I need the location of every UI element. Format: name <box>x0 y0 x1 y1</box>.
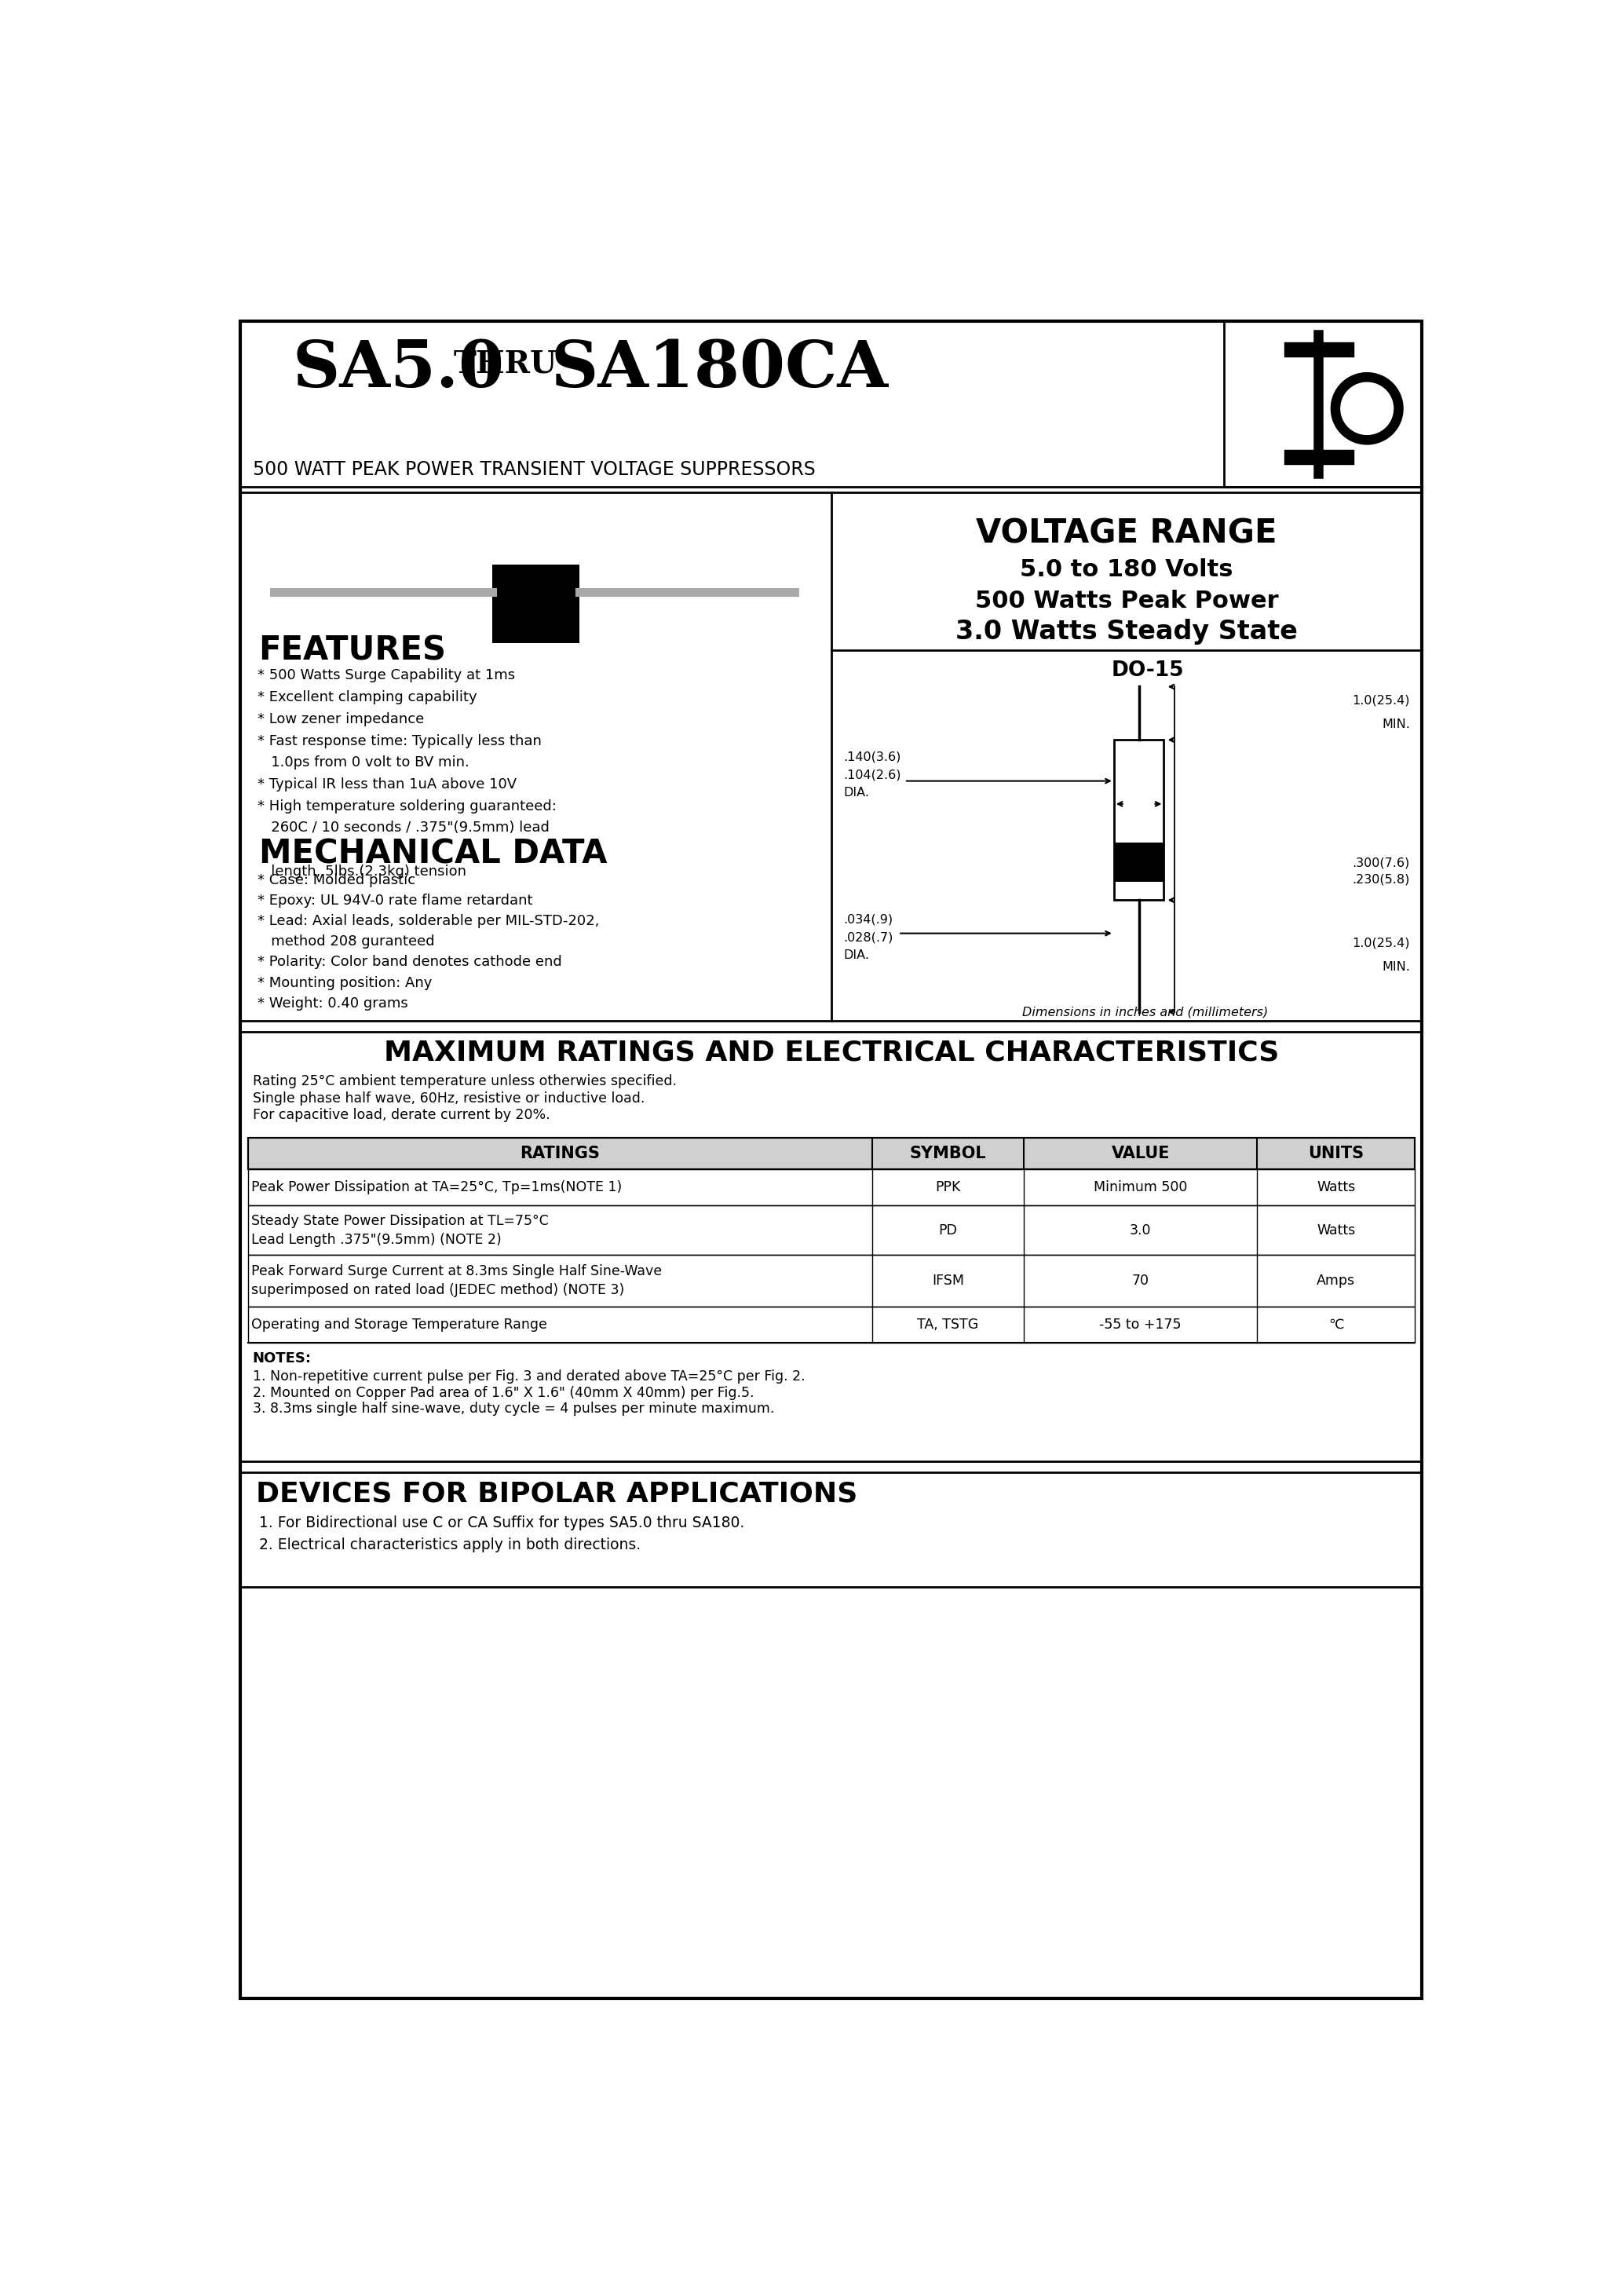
Bar <box>240 1031 1422 1460</box>
Bar <box>248 1139 1414 1169</box>
Text: RATINGS: RATINGS <box>521 1146 600 1162</box>
Text: UNITS: UNITS <box>1307 1146 1364 1162</box>
Text: * Epoxy: UL 94V-0 rate flame retardant: * Epoxy: UL 94V-0 rate flame retardant <box>258 893 532 907</box>
Text: 500 Watts Peak Power: 500 Watts Peak Power <box>975 590 1278 613</box>
Text: 500 WATT PEAK POWER TRANSIENT VOLTAGE SUPPRESSORS: 500 WATT PEAK POWER TRANSIENT VOLTAGE SU… <box>253 459 816 480</box>
Bar <box>248 1205 1414 1256</box>
Text: .028(.7): .028(.7) <box>843 932 894 944</box>
Bar <box>1114 739 1165 900</box>
Bar <box>248 1139 1414 1169</box>
Text: Dimensions in inches and (millimeters): Dimensions in inches and (millimeters) <box>1022 1006 1268 1017</box>
Text: * Fast response time: Typically less than: * Fast response time: Typically less tha… <box>258 735 542 748</box>
Text: .140(3.6): .140(3.6) <box>843 751 902 762</box>
Bar <box>491 565 579 643</box>
Text: 3.0 Watts Steady State: 3.0 Watts Steady State <box>955 620 1298 645</box>
Text: * Excellent clamping capability: * Excellent clamping capability <box>258 691 477 705</box>
Text: Amps: Amps <box>1317 1274 1356 1288</box>
Text: PD: PD <box>939 1224 957 1238</box>
Text: 2. Mounted on Copper Pad area of 1.6" X 1.6" (40mm X 40mm) per Fig.5.: 2. Mounted on Copper Pad area of 1.6" X … <box>253 1384 754 1401</box>
Text: * Mounting position: Any: * Mounting position: Any <box>258 976 431 990</box>
Text: For capacitive load, derate current by 20%.: For capacitive load, derate current by 2… <box>253 1109 550 1123</box>
Text: MIN.: MIN. <box>1382 719 1410 730</box>
Text: 260C / 10 seconds / .375"(9.5mm) lead: 260C / 10 seconds / .375"(9.5mm) lead <box>258 822 550 836</box>
Text: .300(7.6): .300(7.6) <box>1353 856 1410 868</box>
Text: SYMBOL: SYMBOL <box>910 1146 986 1162</box>
Text: THRU: THRU <box>454 349 556 379</box>
Text: SA180CA: SA180CA <box>551 338 889 400</box>
Text: DEVICES FOR BIPOLAR APPLICATIONS: DEVICES FOR BIPOLAR APPLICATIONS <box>256 1481 858 1506</box>
Text: Watts: Watts <box>1317 1224 1356 1238</box>
Text: DIA.: DIA. <box>843 951 869 962</box>
Text: 1.0(25.4): 1.0(25.4) <box>1353 693 1410 705</box>
Text: FEATURES: FEATURES <box>260 634 446 668</box>
Text: SA5.0: SA5.0 <box>292 338 504 400</box>
Text: 5.0 to 180 Volts: 5.0 to 180 Volts <box>1020 558 1233 581</box>
Text: Operating and Storage Temperature Range: Operating and Storage Temperature Range <box>251 1318 547 1332</box>
Text: DIA.: DIA. <box>843 788 869 799</box>
Text: VOLTAGE RANGE: VOLTAGE RANGE <box>976 517 1277 551</box>
Text: * High temperature soldering guaranteed:: * High temperature soldering guaranteed: <box>258 799 556 813</box>
Text: 70: 70 <box>1132 1274 1148 1288</box>
Bar <box>248 1256 1414 1306</box>
Bar <box>240 491 1422 1022</box>
Text: IFSM: IFSM <box>933 1274 963 1288</box>
Text: .034(.9): .034(.9) <box>843 914 894 925</box>
Text: 1.0(25.4): 1.0(25.4) <box>1353 937 1410 948</box>
Text: 1. For Bidirectional use C or CA Suffix for types SA5.0 thru SA180.: 1. For Bidirectional use C or CA Suffix … <box>260 1515 744 1531</box>
Text: Watts: Watts <box>1317 1180 1356 1194</box>
Text: Minimum 500: Minimum 500 <box>1093 1180 1187 1194</box>
Bar <box>240 321 1422 487</box>
Text: Peak Forward Surge Current at 8.3ms Single Half Sine-Wave
superimposed on rated : Peak Forward Surge Current at 8.3ms Sing… <box>251 1265 662 1297</box>
Bar <box>248 1169 1414 1205</box>
Text: * 500 Watts Surge Capability at 1ms: * 500 Watts Surge Capability at 1ms <box>258 668 516 682</box>
Text: * Low zener impedance: * Low zener impedance <box>258 712 423 726</box>
Text: .104(2.6): .104(2.6) <box>843 769 902 781</box>
Bar <box>1114 843 1165 882</box>
Bar <box>248 1306 1414 1343</box>
Text: * Weight: 0.40 grams: * Weight: 0.40 grams <box>258 996 409 1010</box>
Text: TA, TSTG: TA, TSTG <box>918 1318 978 1332</box>
Bar <box>240 1472 1422 1587</box>
Text: method 208 guranteed: method 208 guranteed <box>258 934 435 948</box>
Text: NOTES:: NOTES: <box>253 1350 311 1366</box>
Text: * Typical IR less than 1uA above 10V: * Typical IR less than 1uA above 10V <box>258 778 517 792</box>
Text: Peak Power Dissipation at TA=25°C, Tp=1ms(NOTE 1): Peak Power Dissipation at TA=25°C, Tp=1m… <box>251 1180 623 1194</box>
Text: DO-15: DO-15 <box>1111 659 1184 680</box>
Text: * Lead: Axial leads, solderable per MIL-STD-202,: * Lead: Axial leads, solderable per MIL-… <box>258 914 599 928</box>
Text: * Case: Molded plastic: * Case: Molded plastic <box>258 872 415 886</box>
Text: * Polarity: Color band denotes cathode end: * Polarity: Color band denotes cathode e… <box>258 955 561 969</box>
Text: 1. Non-repetitive current pulse per Fig. 3 and derated above TA=25°C per Fig. 2.: 1. Non-repetitive current pulse per Fig.… <box>253 1368 805 1384</box>
Text: Steady State Power Dissipation at TL=75°C
Lead Length .375"(9.5mm) (NOTE 2): Steady State Power Dissipation at TL=75°… <box>251 1215 548 1247</box>
Text: PPK: PPK <box>936 1180 960 1194</box>
Text: Single phase half wave, 60Hz, resistive or inductive load.: Single phase half wave, 60Hz, resistive … <box>253 1091 644 1104</box>
Text: length, 5lbs.(2.3kg) tension: length, 5lbs.(2.3kg) tension <box>258 863 467 879</box>
Text: MIN.: MIN. <box>1382 960 1410 974</box>
Text: 3. 8.3ms single half sine-wave, duty cycle = 4 pulses per minute maximum.: 3. 8.3ms single half sine-wave, duty cyc… <box>253 1403 774 1417</box>
Text: MAXIMUM RATINGS AND ELECTRICAL CHARACTERISTICS: MAXIMUM RATINGS AND ELECTRICAL CHARACTER… <box>384 1040 1278 1065</box>
Text: -55 to +175: -55 to +175 <box>1100 1318 1181 1332</box>
Text: 2. Electrical characteristics apply in both directions.: 2. Electrical characteristics apply in b… <box>260 1538 641 1552</box>
Text: VALUE: VALUE <box>1111 1146 1169 1162</box>
Text: Rating 25°C ambient temperature unless otherwies specified.: Rating 25°C ambient temperature unless o… <box>253 1075 676 1088</box>
Text: .230(5.8): .230(5.8) <box>1353 875 1410 886</box>
Text: 3.0: 3.0 <box>1131 1224 1152 1238</box>
Bar <box>1225 321 1422 487</box>
Text: ℃: ℃ <box>1328 1318 1343 1332</box>
Text: MECHANICAL DATA: MECHANICAL DATA <box>260 838 607 870</box>
Text: 1.0ps from 0 volt to BV min.: 1.0ps from 0 volt to BV min. <box>258 755 469 769</box>
